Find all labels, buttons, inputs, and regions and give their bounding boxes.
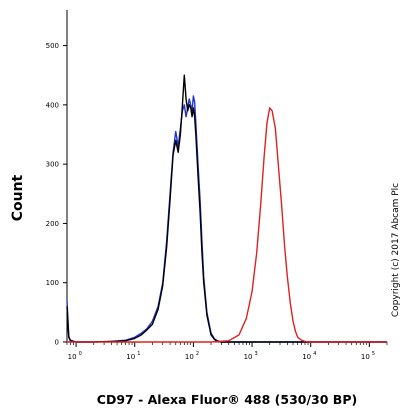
x-tick-exponent: 1 [137,351,140,357]
x-tick-label: 10 [126,353,135,361]
x-tick-exponent: 2 [196,351,199,357]
y-axis-ticks: 0 100 200 300 400 500 [46,42,67,347]
x-tick-label: 10 [302,353,311,361]
series-line-1 [66,95,387,343]
y-tick-label: 0 [55,339,59,347]
copyright-annotation: Copyright (c) 2017 Abcam Plc [391,183,401,317]
x-tick-label: 10 [244,353,253,361]
x-tick-label: 10 [361,353,370,361]
y-tick-label: 400 [46,101,59,109]
x-tick-exponent: 5 [372,351,375,357]
x-tick-exponent: 3 [255,351,258,357]
x-tick-label: 10 [185,353,194,361]
x-tick-exponent: 0 [79,351,82,357]
series-line-2 [66,74,387,343]
y-tick-label: 500 [46,42,59,50]
y-tick-label: 100 [46,279,59,287]
y-axis-label: Count [10,174,26,221]
x-tick-exponent: 4 [313,351,316,357]
x-axis-label: CD97 - Alexa Fluor® 488 (530/30 BP) [97,392,357,407]
x-tick-label: 10 [68,353,77,361]
y-tick-label: 300 [46,161,59,169]
y-tick-label: 200 [46,220,59,228]
histogram-series [66,74,387,343]
series-line-3 [67,107,387,343]
